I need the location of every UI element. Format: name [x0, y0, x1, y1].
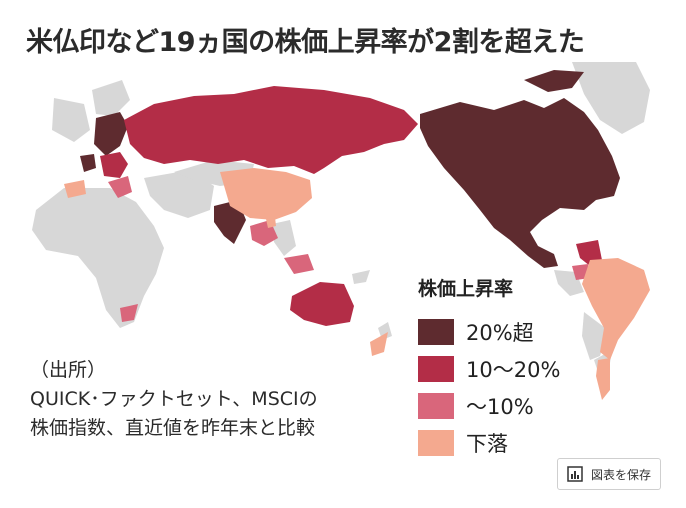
- legend-swatch: [418, 355, 454, 382]
- source-line: （出所）: [30, 359, 107, 381]
- legend-label: ～10%: [466, 394, 534, 419]
- legend: 株価上昇率 20%超 10～20% ～10% 下落: [418, 274, 560, 461]
- legend-swatch: [418, 392, 454, 419]
- legend-item-10-20pct: 10～20%: [418, 350, 560, 387]
- legend-item-under-10pct: ～10%: [418, 387, 560, 424]
- source-line: QUICK･ファクトセット、MSCIの: [30, 388, 318, 410]
- save-chart-button[interactable]: 図表を保存: [557, 458, 661, 490]
- source-note: （出所） QUICK･ファクトセット、MSCIの 株価指数、直近値を昨年末と比較: [30, 356, 318, 443]
- legend-title: 株価上昇率: [418, 278, 514, 300]
- save-chart-label: 図表を保存: [590, 467, 651, 482]
- countries-20pct-plus: [80, 70, 620, 268]
- legend-item-20pct-plus: 20%超: [418, 313, 560, 350]
- legend-item-decline: 下落: [418, 424, 560, 461]
- legend-label: 10～20%: [466, 357, 561, 382]
- bar-chart-icon: [567, 466, 583, 482]
- world-map: [32, 62, 650, 400]
- legend-swatch: [418, 429, 454, 456]
- countries-10-20pct: [100, 86, 602, 326]
- countries-decline: [64, 168, 650, 400]
- chart-title: 米仏印など19ヵ国の株価上昇率が2割を超えた: [26, 27, 585, 58]
- legend-swatch: [418, 318, 454, 345]
- legend-label: 下落: [466, 431, 508, 456]
- source-line: 株価指数、直近値を昨年末と比較: [30, 417, 316, 439]
- legend-label: 20%超: [466, 320, 534, 345]
